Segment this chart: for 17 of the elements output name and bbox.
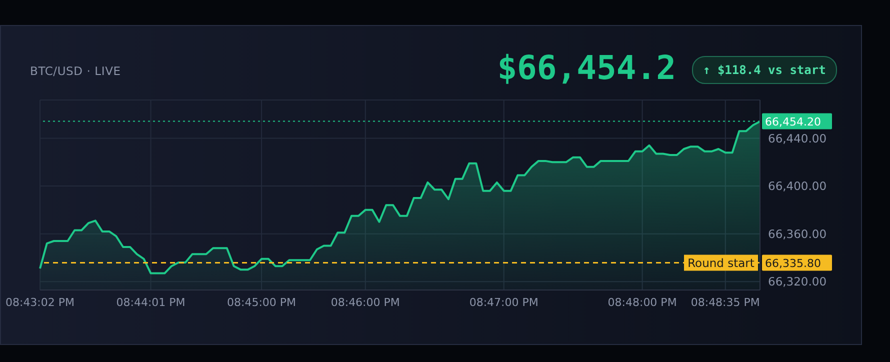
x-tick-label: 08:46:00 PM [330,296,400,309]
x-tick-label: 08:48:00 PM [608,296,677,309]
y-tick-label: 66,440.00 [768,131,827,146]
y-tick-label: 66,360.00 [768,226,827,241]
annotation: Round start [688,256,755,270]
ref-line-label: 66,335.80 [765,256,821,270]
x-tick-label: 08:45:00 PM [227,296,296,309]
text: ↑ $118.4 vs start [692,56,837,84]
x-tick-label: 08:43:02 PM [5,296,75,309]
text: $66,454.2 [497,48,676,87]
y-tick-label: 66,400.00 [768,179,827,194]
x-tick-label: 08:48:35 PM [690,296,760,309]
y-tick-label: 66,320.00 [768,274,827,289]
chart-title: BTC/USD · LIVE [30,64,121,78]
x-tick-label: 08:44:01 PM [116,296,186,309]
ref-line-label: 66,454.20 [765,115,821,128]
x-tick-label: 08:47:00 PM [469,296,538,309]
